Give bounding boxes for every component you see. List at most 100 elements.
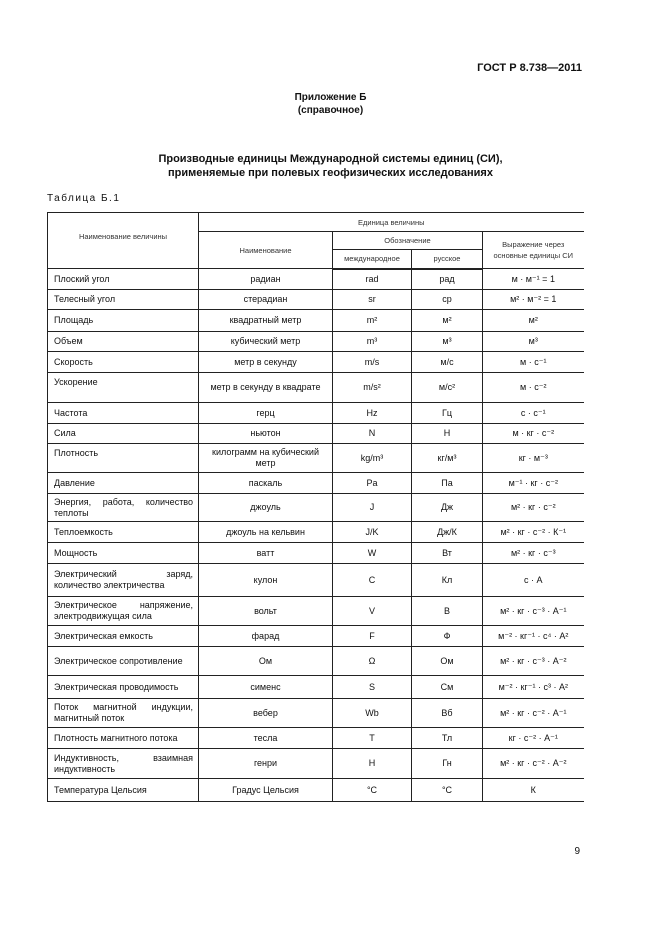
table-row: Плоский угол радиан rad рад м · м⁻¹ = 1	[47, 268, 584, 290]
table-row: Электрическое напряжение, электродвижуща…	[47, 596, 584, 626]
cell-quantity: Давление	[47, 472, 199, 494]
cell-quantity: Ускорение	[47, 372, 199, 403]
appendix-subtitle: (справочное)	[297, 105, 364, 116]
cell-expression: К	[481, 778, 584, 802]
cell-russian: рад	[411, 268, 483, 290]
cell-quantity: Мощность	[47, 542, 199, 564]
cell-quantity: Плоский угол	[47, 268, 199, 290]
cell-expression: м² · м⁻² = 1	[481, 289, 584, 310]
cell-russian: Кл	[411, 563, 483, 597]
cell-quantity: Энергия, работа, количество теплоты	[47, 493, 199, 522]
page-title: Производные единицы Международной систем…	[0, 152, 661, 180]
table-row: Площадь квадратный метр m² м² м²	[47, 309, 584, 332]
cell-international: °C	[332, 778, 412, 802]
cell-expression: м² · кг · с⁻³ · А⁻¹	[481, 596, 584, 626]
table-row: Скорость метр в секунду m/s м/с м · с⁻¹	[47, 351, 584, 373]
cell-international: m/s	[332, 351, 412, 373]
cell-international: T	[332, 727, 412, 749]
cell-unit-name: фарад	[198, 625, 333, 647]
cell-unit-name: вольт	[198, 596, 333, 626]
cell-quantity: Электрическая емкость	[47, 625, 199, 647]
cell-expression: м · с⁻¹	[481, 351, 584, 373]
cell-russian: Ом	[411, 646, 483, 676]
table-row: Мощность ватт W Вт м² · кг · с⁻³	[47, 542, 584, 564]
title-line-1: Производные единицы Международной систем…	[158, 153, 503, 165]
cell-international: H	[332, 748, 412, 779]
cell-russian: кг/м³	[411, 443, 483, 473]
cell-international: F	[332, 625, 412, 647]
cell-russian: Дж	[411, 493, 483, 522]
cell-unit-name: кулон	[198, 563, 333, 597]
table-row: Индуктивность, взаимная индуктивность ген…	[47, 748, 584, 779]
cell-quantity: Электрическая проводимость	[47, 675, 199, 699]
cell-unit-name: Градус Цельсия	[198, 778, 333, 802]
cell-expression: с · А	[481, 563, 584, 597]
cell-expression: м² · кг · с⁻²	[481, 493, 584, 522]
table-row: Электрическое сопротивление Ом Ω Ом м² · кг …	[47, 646, 584, 676]
cell-russian: м/с	[411, 351, 483, 373]
cell-russian: Гц	[411, 402, 483, 424]
cell-international: m/s²	[332, 372, 412, 403]
appendix-title: Приложение Б	[294, 92, 367, 103]
cell-international: rad	[332, 268, 412, 290]
table-label: Таблица Б.1	[47, 193, 121, 204]
cell-international: Pa	[332, 472, 412, 494]
cell-unit-name: вебер	[198, 698, 333, 728]
table-row: Поток магнитной индукции, магнитный пото…	[47, 698, 584, 728]
cell-expression: м · м⁻¹ = 1	[481, 268, 584, 290]
title-line-2: применяемые при полевых геофизических ис…	[168, 167, 493, 179]
cell-expression: с · с⁻¹	[481, 402, 584, 424]
cell-russian: Дж/К	[411, 521, 483, 543]
cell-quantity: Телесный угол	[47, 289, 199, 310]
cell-expression: м² · кг · с⁻³ · А⁻²	[481, 646, 584, 676]
cell-international: S	[332, 675, 412, 699]
cell-unit-name: ватт	[198, 542, 333, 564]
header-quantity: Наименование величины	[47, 212, 199, 269]
table-row: Телесный угол стерадиан sr ср м² · м⁻² = 1	[47, 289, 584, 310]
table-row: Плотность магнитного потока тесла T Тл кг · …	[47, 727, 584, 749]
cell-russian: м/с²	[411, 372, 483, 403]
header-russian: русское	[411, 249, 483, 270]
cell-quantity: Поток магнитной индукции, магнитный пото…	[47, 698, 199, 728]
cell-russian: Вб	[411, 698, 483, 728]
cell-unit-name: джоуль на кельвин	[198, 521, 333, 543]
cell-expression: м² · кг · с⁻² · А⁻²	[481, 748, 584, 779]
units-table: Наименование величины Единица величины Н…	[47, 212, 584, 802]
table-row: Давление паскаль Pa Па м⁻¹ · кг · с⁻²	[47, 472, 584, 494]
cell-russian: м³	[411, 331, 483, 352]
cell-unit-name: тесла	[198, 727, 333, 749]
cell-international: m²	[332, 309, 412, 332]
cell-russian: м²	[411, 309, 483, 332]
cell-quantity: Электрическое напряжение, электродвижуща…	[47, 596, 199, 626]
cell-quantity: Электрический заряд, количество электрич…	[47, 563, 199, 597]
cell-unit-name: радиан	[198, 268, 333, 290]
cell-expression: м² · кг · с⁻² · К⁻¹	[481, 521, 584, 543]
cell-international: Ω	[332, 646, 412, 676]
cell-expression: м³	[481, 331, 584, 352]
cell-unit-name: метр в секунду в квадрате	[198, 372, 333, 403]
cell-quantity: Теплоемкость	[47, 521, 199, 543]
cell-quantity: Частота	[47, 402, 199, 424]
table-row: Объем кубический метр m³ м³ м³	[47, 331, 584, 352]
cell-unit-name: сименс	[198, 675, 333, 699]
cell-unit-name: герц	[198, 402, 333, 424]
cell-international: sr	[332, 289, 412, 310]
cell-unit-name: кубический метр	[198, 331, 333, 352]
header-international: международное	[332, 249, 412, 270]
cell-expression: м⁻² · кг⁻¹ · с³ · А²	[481, 675, 584, 699]
cell-international: kg/m³	[332, 443, 412, 473]
cell-russian: Вт	[411, 542, 483, 564]
header-designation: Обозначение	[332, 231, 483, 250]
cell-expression: м⁻² · кг⁻¹ · с⁴ · А²	[481, 625, 584, 647]
cell-expression: м² · кг · с⁻² · А⁻¹	[481, 698, 584, 728]
cell-russian: Па	[411, 472, 483, 494]
cell-international: W	[332, 542, 412, 564]
document-code: ГОСТ Р 8.738—2011	[477, 62, 582, 74]
cell-unit-name: стерадиан	[198, 289, 333, 310]
cell-international: J	[332, 493, 412, 522]
cell-unit-name: джоуль	[198, 493, 333, 522]
cell-expression: м · кг · с⁻²	[481, 423, 584, 444]
cell-russian: Ф	[411, 625, 483, 647]
